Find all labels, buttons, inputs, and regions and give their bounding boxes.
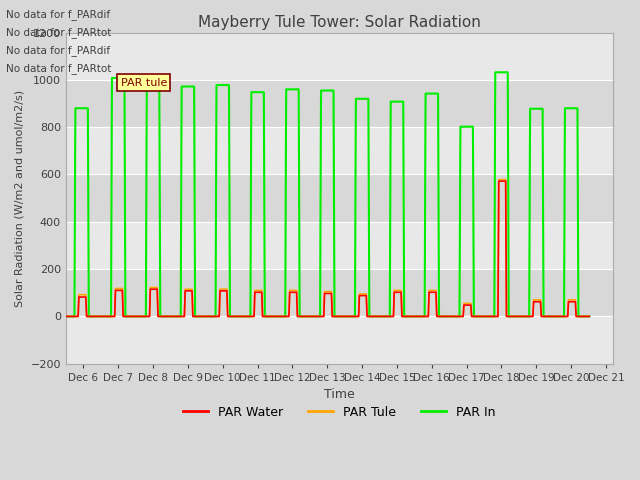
X-axis label: Time: Time bbox=[324, 388, 355, 401]
Legend: PAR Water, PAR Tule, PAR In: PAR Water, PAR Tule, PAR In bbox=[178, 401, 500, 424]
Title: Mayberry Tule Tower: Solar Radiation: Mayberry Tule Tower: Solar Radiation bbox=[198, 15, 481, 30]
Text: No data for f_PARtot: No data for f_PARtot bbox=[6, 63, 112, 74]
Bar bbox=[66, 80, 613, 127]
Y-axis label: Solar Radiation (W/m2 and umol/m2/s): Solar Radiation (W/m2 and umol/m2/s) bbox=[15, 90, 25, 307]
Bar bbox=[66, 127, 613, 175]
Bar bbox=[66, 33, 613, 80]
Bar bbox=[66, 316, 613, 364]
Text: PAR tule: PAR tule bbox=[120, 78, 167, 87]
Text: No data for f_PARdif: No data for f_PARdif bbox=[6, 45, 111, 56]
Text: No data for f_PARdif: No data for f_PARdif bbox=[6, 9, 111, 20]
Bar bbox=[66, 222, 613, 269]
Bar bbox=[66, 175, 613, 222]
Bar bbox=[66, 269, 613, 316]
Text: No data for f_PARtot: No data for f_PARtot bbox=[6, 27, 112, 38]
